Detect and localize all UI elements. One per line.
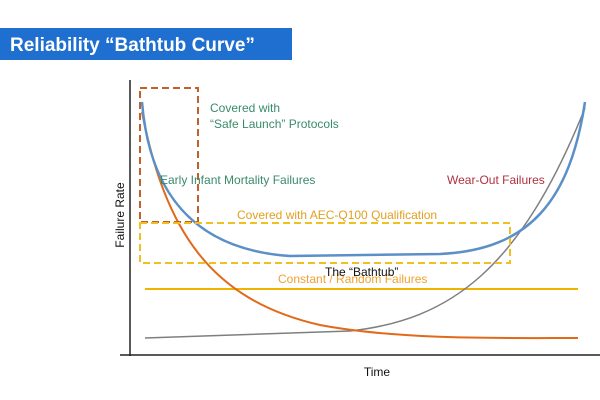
x-axis-label: Time [364, 365, 391, 379]
infant-label: Early Infant Mortality Failures [160, 173, 315, 187]
slide-title: Reliability “Bathtub Curve” [10, 35, 255, 56]
aec-box [139, 222, 511, 264]
aec-label: Covered with AEC-Q100 Qualification [237, 208, 437, 222]
random-label: Constant / Random Failures [278, 272, 427, 286]
bathtub-label: The “Bathtub” [325, 265, 398, 279]
safe-launch-label: Covered with [210, 101, 280, 115]
y-axis-label: Failure Rate [113, 182, 127, 248]
safe-launch-label: “Safe Launch” Protocols [210, 117, 339, 131]
bathtub-curve [140, 101, 587, 258]
wearout-label: Wear-Out Failures [447, 173, 545, 187]
title-banner [0, 28, 292, 60]
wearout-curve [144, 107, 586, 339]
infant-curve [141, 111, 579, 340]
